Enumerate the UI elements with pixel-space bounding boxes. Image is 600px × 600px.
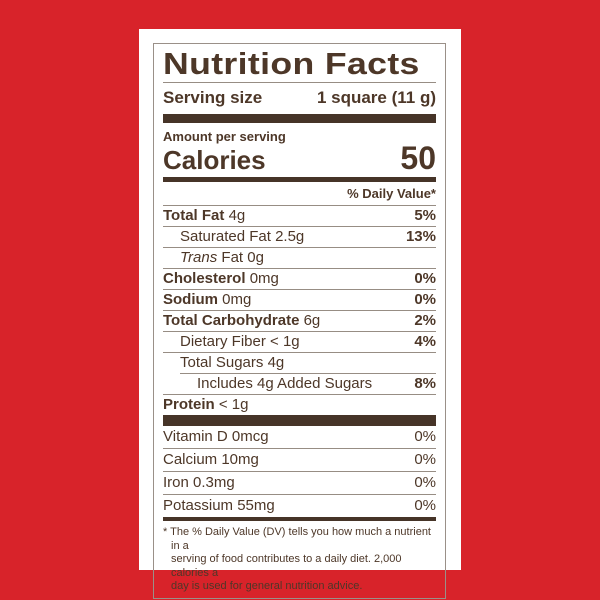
nutrient-row-total-sugars: Total Sugars 4g <box>163 352 436 373</box>
footnote-text: The % Daily Value (DV) tells you how muc… <box>170 526 431 552</box>
nutrient-name-amount: Trans Fat 0g <box>163 250 264 265</box>
nutrient-name: Cholesterol <box>163 270 246 287</box>
amount-per-serving-label: Amount per serving <box>163 129 286 144</box>
nutrient-name: Total Carbohydrate <box>163 312 300 329</box>
divider-bar-medium <box>163 177 436 182</box>
nutrient-name-amount: Dietary Fiber < 1g <box>163 334 300 349</box>
serving-size-label: Serving size <box>163 88 263 107</box>
nutrient-name: Saturated Fat <box>180 228 271 245</box>
calories-row: Calories 50 <box>163 140 436 176</box>
divider-bar-thick <box>163 114 436 123</box>
nutrient-dv: 0% <box>414 291 436 308</box>
serving-size-value: 1 square (11 g) <box>316 88 436 107</box>
footnote-line: * The % Daily Value (DV) tells you how m… <box>163 526 436 553</box>
nutrient-amount: < 1g <box>218 396 249 413</box>
nutrient-row-total-fat: Total Fat 4g 5% <box>163 205 436 226</box>
nutrient-row-dietary-fiber: Dietary Fiber < 1g 4% <box>163 331 436 352</box>
vitamin-row-calcium: Calcium 10mg 0% <box>163 448 436 471</box>
nutrient-row-added-sugars: Includes 4g Added Sugars 8% <box>163 374 436 394</box>
vitamin-row-vitamin-d: Vitamin D 0mcg 0% <box>163 426 436 448</box>
divider-thin-title <box>163 82 436 83</box>
vitamin-name: Iron 0.3mg <box>163 474 235 491</box>
nutrient-name-amount: Total Sugars 4g <box>163 355 284 370</box>
footnote-asterisk: * <box>163 526 168 538</box>
vitamin-name: Calcium 10mg <box>163 451 259 468</box>
nutrient-row-trans-fat: Trans Fat 0g <box>163 247 436 268</box>
nutrient-name: Fat <box>221 249 244 266</box>
vitamin-dv: 0% <box>414 451 436 468</box>
vitamin-row-potassium: Potassium 55mg 0% <box>163 494 436 517</box>
nutrient-row-sodium: Sodium 0mg 0% <box>163 289 436 310</box>
nutrient-amount: 4g <box>267 354 285 371</box>
nutrient-dv: 8% <box>414 375 436 392</box>
nutrient-name-amount: Cholesterol 0mg <box>163 271 279 286</box>
nutrient-name-amount: Protein < 1g <box>163 397 248 412</box>
nutrient-name-amount: Sodium 0mg <box>163 292 251 307</box>
footnote: * The % Daily Value (DV) tells you how m… <box>163 526 436 594</box>
nutrient-amount: 0mg <box>222 291 252 308</box>
nutrient-name: Sodium <box>163 291 218 308</box>
vitamin-dv: 0% <box>414 428 436 445</box>
nutrient-name-amount: Total Carbohydrate 6g <box>163 313 320 328</box>
nutrition-label-border-box: Nutrition Facts Serving size 1 square (1… <box>153 43 446 599</box>
footnote-line: serving of food contributes to a daily d… <box>171 553 402 579</box>
label-title: Nutrition Facts <box>163 46 420 81</box>
nutrient-name-amount: Saturated Fat 2.5g <box>163 229 304 244</box>
nutrient-dv: 0% <box>414 270 436 287</box>
calories-label: Calories <box>163 145 266 175</box>
nutrient-name: Dietary Fiber <box>180 333 266 350</box>
nutrient-amount: 0g <box>247 249 264 266</box>
nutrient-row-total-carbohydrate: Total Carbohydrate 6g 2% <box>163 310 436 331</box>
nutrient-name: Protein <box>163 396 215 413</box>
nutrient-row-cholesterol: Cholesterol 0mg 0% <box>163 268 436 289</box>
nutrient-name-amount: Total Fat 4g <box>163 208 245 223</box>
nutrient-row-saturated-fat: Saturated Fat 2.5g 13% <box>163 226 436 247</box>
calories-value: 50 <box>400 140 436 176</box>
nutrient-row-protein: Protein < 1g <box>163 394 436 415</box>
divider-thin-indented <box>180 373 436 374</box>
nutrient-amount: < 1g <box>270 333 300 350</box>
nutrient-amount: 4g <box>228 207 246 224</box>
vitamin-dv: 0% <box>414 474 436 491</box>
footnote-line: day is used for general nutrition advice… <box>171 580 363 592</box>
nutrient-amount: 2.5g <box>275 228 305 245</box>
serving-size-row: Serving size 1 square (11 g) <box>163 83 436 114</box>
nutrient-dv: 5% <box>414 207 436 224</box>
daily-value-header: % Daily Value* <box>347 186 436 201</box>
nutrition-label-card: Nutrition Facts Serving size 1 square (1… <box>139 29 461 599</box>
vitamin-name: Potassium 55mg <box>163 497 275 514</box>
vitamin-dv: 0% <box>414 497 436 514</box>
divider-bar-thick <box>163 415 436 426</box>
vitamin-name: Vitamin D 0mcg <box>163 428 269 445</box>
nutrient-amount: 0mg <box>249 270 279 287</box>
nutrient-name: Includes 4g Added Sugars <box>197 375 373 392</box>
nutrient-name: Total Fat <box>163 207 225 224</box>
vitamin-row-iron: Iron 0.3mg 0% <box>163 471 436 494</box>
nutrient-name-italic: Trans <box>180 249 218 266</box>
nutrient-dv: 4% <box>414 333 436 350</box>
divider-bar-thin <box>163 517 436 521</box>
nutrient-dv: 13% <box>405 228 436 245</box>
nutrient-name: Total Sugars <box>180 354 264 371</box>
nutrient-amount: 6g <box>303 312 321 329</box>
nutrient-dv: 2% <box>414 312 436 329</box>
